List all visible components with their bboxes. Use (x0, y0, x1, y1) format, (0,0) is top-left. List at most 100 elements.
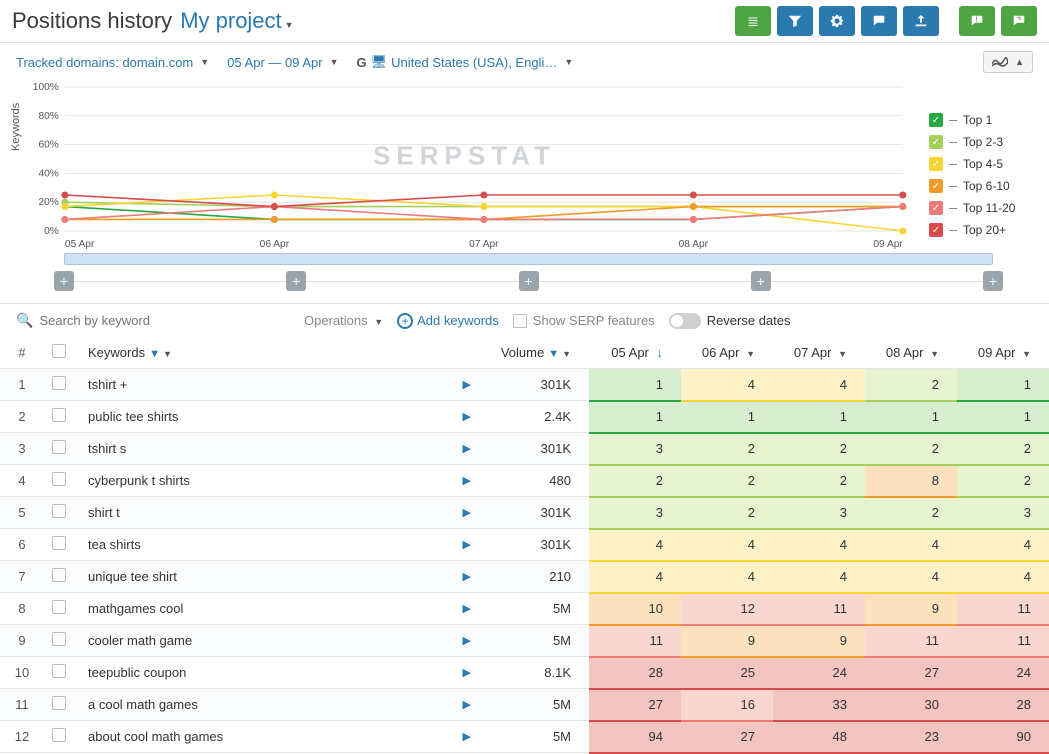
show-serp-checkbox[interactable]: Show SERP features (513, 313, 655, 328)
add-keywords-button[interactable]: + Add keywords (397, 313, 499, 329)
comment-button[interactable] (861, 6, 897, 36)
filter-button[interactable] (777, 6, 813, 36)
keyword-text: cyberpunk t shirts (88, 473, 190, 488)
legend-item[interactable]: ✓Top 6-10 (929, 179, 1033, 193)
row-checkbox[interactable] (44, 561, 80, 593)
table-row: 1tshirt +▶301K14421 (0, 369, 1049, 401)
expand-icon[interactable]: ▶ (463, 506, 471, 519)
row-checkbox[interactable] (44, 529, 80, 561)
row-checkbox[interactable] (44, 657, 80, 689)
export-button[interactable] (903, 6, 939, 36)
row-checkbox[interactable] (44, 721, 80, 753)
date-marker[interactable]: + (751, 271, 771, 291)
expand-icon[interactable]: ▶ (463, 474, 471, 487)
keyword-cell[interactable]: tea shirts▶ (80, 529, 479, 561)
google-icon: G (357, 55, 367, 70)
row-checkbox[interactable] (44, 593, 80, 625)
row-checkbox[interactable] (44, 369, 80, 401)
settings-button[interactable] (819, 6, 855, 36)
expand-icon[interactable]: ▶ (463, 730, 471, 743)
region-selector[interactable]: G 🖥 United States (USA), Engli… ▼ (357, 54, 574, 70)
chevron-down-icon: ▼ (200, 57, 209, 67)
expand-icon[interactable]: ▶ (463, 410, 471, 423)
expand-icon[interactable]: ▶ (463, 602, 471, 615)
expand-icon[interactable]: ▶ (463, 442, 471, 455)
chart-type-button[interactable]: ▲ (983, 51, 1033, 73)
date-marker[interactable]: + (519, 271, 539, 291)
chevron-down-icon: ▼ (374, 317, 383, 327)
legend-item[interactable]: ✓Top 4-5 (929, 157, 1033, 171)
position-cell: 11 (589, 625, 681, 657)
row-index: 4 (0, 465, 44, 497)
col-date[interactable]: 08 Apr ▼ (865, 337, 957, 369)
position-cell: 4 (957, 529, 1049, 561)
position-cell: 1 (773, 401, 865, 433)
date-range-selector[interactable]: 05 Apr — 09 Apr ▼ (227, 55, 338, 70)
keyword-cell[interactable]: tshirt s▶ (80, 433, 479, 465)
tracked-domains-selector[interactable]: Tracked domains: domain.com ▼ (16, 55, 209, 70)
legend-item[interactable]: ✓Top 2-3 (929, 135, 1033, 149)
keyword-cell[interactable]: about cool math games▶ (80, 721, 479, 753)
col-select-all[interactable] (44, 337, 80, 369)
date-range-slider[interactable] (64, 253, 993, 265)
list-view-button[interactable]: ≣ (735, 6, 771, 36)
expand-icon[interactable]: ▶ (463, 698, 471, 711)
position-cell: 1 (865, 401, 957, 433)
position-cell: 9 (681, 625, 773, 657)
legend-item[interactable]: ✓Top 20+ (929, 223, 1033, 237)
col-date[interactable]: 05 Apr ↓ (589, 337, 681, 369)
keyword-text: teepublic coupon (88, 665, 186, 680)
expand-icon[interactable]: ▶ (463, 666, 471, 679)
chevron-down-icon: ▼ (330, 57, 339, 67)
keyword-cell[interactable]: public tee shirts▶ (80, 401, 479, 433)
position-cell: 9 (865, 593, 957, 625)
table-row: 7unique tee shirt▶21044444 (0, 561, 1049, 593)
keyword-cell[interactable]: cyberpunk t shirts ▶ (80, 465, 479, 497)
col-index[interactable]: # (0, 337, 44, 369)
position-cell: 1 (589, 401, 681, 433)
legend-item[interactable]: ✓Top 11-20 (929, 201, 1033, 215)
date-marker[interactable]: + (286, 271, 306, 291)
svg-text:80%: 80% (38, 111, 58, 122)
row-checkbox[interactable] (44, 465, 80, 497)
legend-item[interactable]: ✓Top 1 (929, 113, 1033, 127)
col-date[interactable]: 07 Apr ▼ (773, 337, 865, 369)
keyword-cell[interactable]: cooler math game▶ (80, 625, 479, 657)
col-date[interactable]: 06 Apr ▼ (681, 337, 773, 369)
row-checkbox[interactable] (44, 689, 80, 721)
col-date[interactable]: 09 Apr ▼ (957, 337, 1049, 369)
legend-label: Top 11-20 (963, 201, 1015, 215)
keyword-cell[interactable]: a cool math games▶ (80, 689, 479, 721)
row-checkbox[interactable] (44, 433, 80, 465)
row-checkbox[interactable] (44, 625, 80, 657)
alert-button[interactable] (959, 6, 995, 36)
expand-icon[interactable]: ▶ (463, 634, 471, 647)
reverse-dates-toggle[interactable]: Reverse dates (669, 313, 791, 329)
date-marker[interactable]: + (983, 271, 1003, 291)
keyword-cell[interactable]: tshirt +▶ (80, 369, 479, 401)
operations-dropdown[interactable]: Operations ▼ (304, 313, 383, 328)
position-cell: 94 (589, 721, 681, 753)
keyword-cell[interactable]: unique tee shirt▶ (80, 561, 479, 593)
expand-icon[interactable]: ▶ (463, 378, 471, 391)
col-keywords[interactable]: Keywords▼▼ (80, 337, 479, 369)
project-selector[interactable]: My project▼ (180, 8, 293, 34)
date-marker[interactable]: + (54, 271, 74, 291)
checkbox-icon (52, 568, 66, 582)
position-cell: 4 (773, 561, 865, 593)
keyword-cell[interactable]: teepublic coupon ▶ (80, 657, 479, 689)
volume-cell: 301K (479, 433, 589, 465)
keyword-cell[interactable]: mathgames cool▶ (80, 593, 479, 625)
help-button[interactable] (1001, 6, 1037, 36)
checkbox-icon (513, 314, 527, 328)
position-cell: 3 (589, 497, 681, 529)
expand-icon[interactable]: ▶ (463, 570, 471, 583)
row-checkbox[interactable] (44, 497, 80, 529)
search-icon: 🔍 (16, 312, 33, 329)
row-checkbox[interactable] (44, 401, 80, 433)
col-volume[interactable]: Volume▼▼ (479, 337, 589, 369)
chevron-down-icon: ▼ (838, 349, 847, 359)
expand-icon[interactable]: ▶ (463, 538, 471, 551)
keyword-cell[interactable]: shirt t▶ (80, 497, 479, 529)
keyword-search-input[interactable] (39, 313, 239, 328)
